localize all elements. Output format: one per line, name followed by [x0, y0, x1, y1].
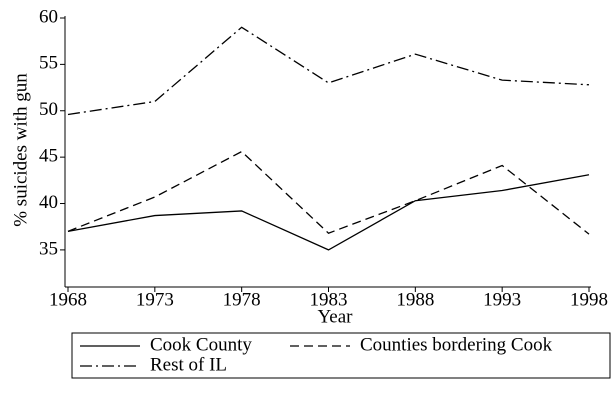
- y-tick-label: 55: [39, 53, 58, 74]
- x-tick-label: 1993: [483, 289, 521, 310]
- y-tick-label: 40: [39, 192, 58, 213]
- y-axis-label: % suicides with gun: [10, 73, 31, 227]
- x-tick-label: 1968: [49, 289, 87, 310]
- x-tick-label: 1973: [136, 289, 174, 310]
- legend-label: Rest of IL: [150, 354, 227, 375]
- series-line: [67, 150, 590, 235]
- x-tick-label: 1998: [570, 289, 608, 310]
- x-tick-label: 1983: [310, 289, 348, 310]
- x-tick-label: 1988: [396, 289, 434, 310]
- series-line: [67, 174, 590, 251]
- series-line: [67, 26, 590, 116]
- legend-box: [71, 332, 611, 379]
- y-tick-label: 50: [39, 99, 58, 120]
- y-tick-label: 35: [39, 238, 58, 259]
- y-tick-label: 60: [39, 6, 58, 27]
- x-tick-label: 1978: [223, 289, 261, 310]
- legend-label: Cook County: [150, 334, 252, 355]
- y-tick-label: 45: [39, 145, 58, 166]
- legend-label: Counties bordering Cook: [360, 334, 553, 355]
- x-axis-label: Year: [317, 306, 353, 327]
